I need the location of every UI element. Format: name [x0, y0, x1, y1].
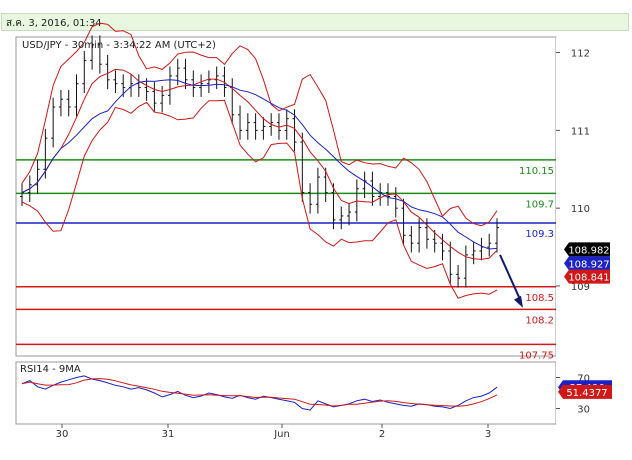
candles-group: [20, 35, 499, 288]
top-bar: ส.ค. 3, 2016, 01:34: [0, 0, 632, 32]
y-tick-label: 109: [571, 282, 590, 293]
rsi-tag-label: 51.4377: [566, 388, 607, 399]
price-tag: [564, 242, 610, 257]
x-tick-label: Jun: [273, 429, 290, 440]
forecast-arrow-head: [514, 295, 523, 308]
bollinger-lower: [21, 99, 498, 299]
chart-title: USD/JPY - 30min - 3:34:22 AM (UTC+2): [22, 40, 216, 51]
datetime-label: ส.ค. 3, 2016, 01:34: [6, 18, 102, 29]
x-tick-label: 3: [485, 429, 491, 440]
rsi-tick-label: 70: [577, 374, 590, 385]
y-tick-label: 111: [571, 126, 590, 137]
bollinger-middle: [21, 68, 498, 260]
rsi-panel: [15, 361, 557, 425]
datetime-bar: ส.ค. 3, 2016, 01:34: [1, 13, 629, 31]
y-tick-label: 110: [571, 204, 590, 215]
level-label: 107.75: [519, 350, 554, 361]
rsi-tag: [558, 384, 612, 399]
price-tag: [564, 256, 610, 271]
bollinger-upper: [21, 22, 498, 227]
level-label: 108.2: [525, 315, 554, 326]
price-tag: [564, 269, 610, 284]
price-panel: [15, 36, 557, 357]
price-tag-label: 108.927: [568, 259, 609, 270]
y-tick-label: 112: [571, 49, 590, 60]
level-label: 109.7: [525, 199, 554, 210]
level-label: 108.5: [525, 293, 554, 304]
rsi-title: RSI14 - 9MA: [20, 364, 81, 375]
price-axis-area: [556, 37, 630, 424]
moving-average-line: [21, 79, 498, 250]
price-tag-label: 108.982: [568, 245, 609, 256]
rsi-tick-label: 30: [577, 405, 590, 416]
x-tick-label: 30: [56, 429, 69, 440]
rsi-ma-line: [21, 378, 498, 407]
forecast-arrow-line: [499, 254, 522, 302]
level-label: 109.3: [525, 229, 554, 240]
x-tick-label: 31: [162, 429, 175, 440]
price-tag-label: 108.841: [568, 273, 609, 284]
x-tick-label: 2: [379, 429, 385, 440]
level-label: 110.15: [519, 166, 554, 177]
